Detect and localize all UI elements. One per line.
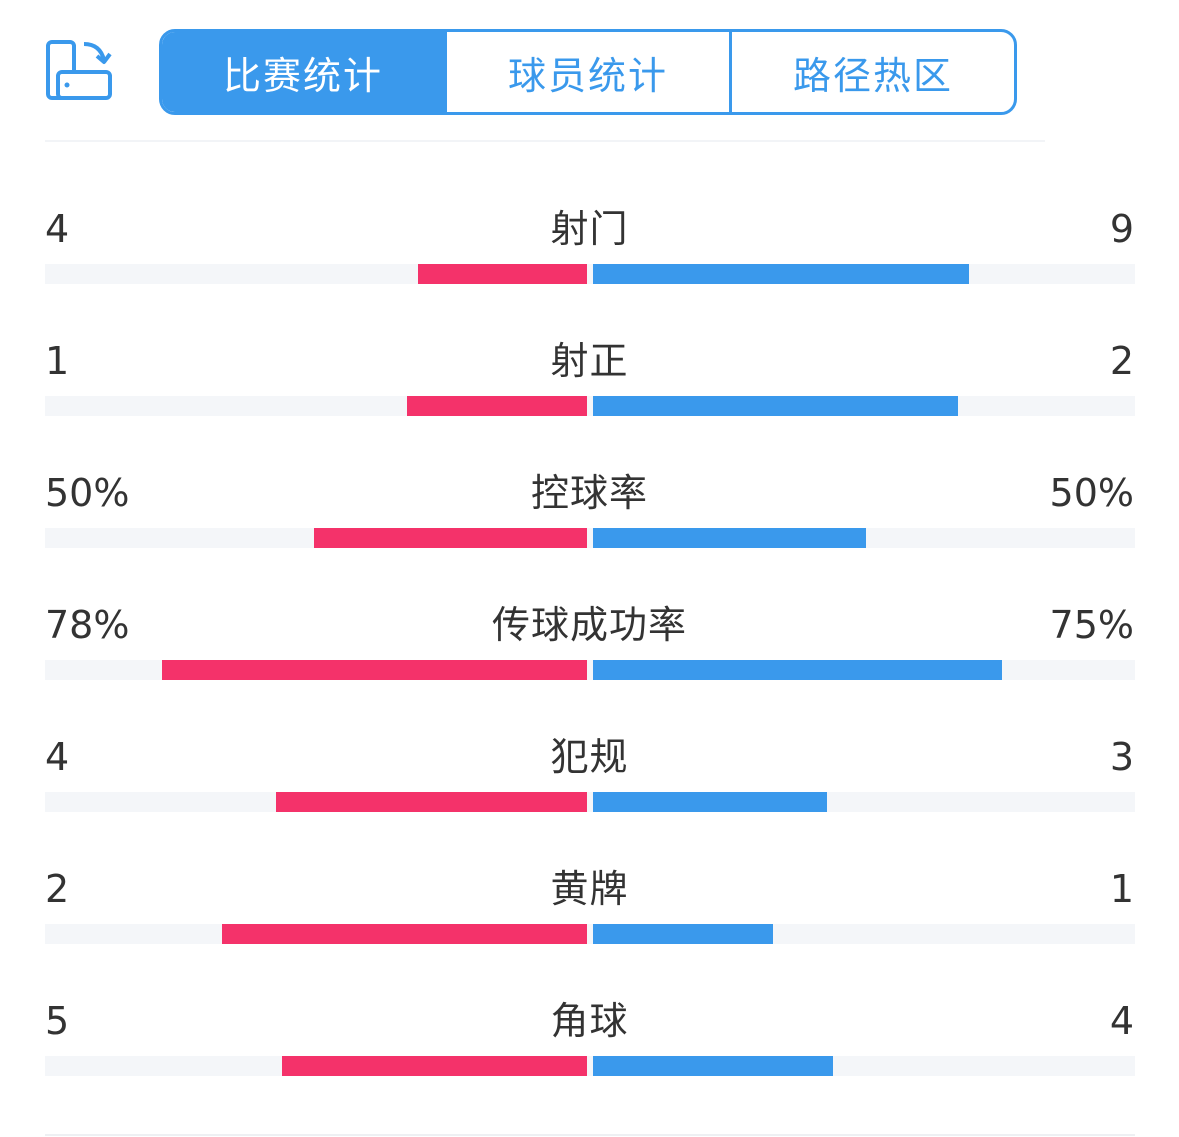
away-stat-bar (593, 792, 827, 812)
stat-label: 犯规 (550, 735, 629, 779)
stat-bar-track (45, 924, 1135, 944)
stat-bar-track (45, 396, 1135, 416)
home-value: 78% (45, 603, 130, 647)
away-stat-bar (593, 528, 866, 548)
away-value: 9 (1109, 207, 1134, 251)
tab-heat-map[interactable]: 路径热区 (729, 32, 1014, 112)
stat-row: 2 黄牌 1 (0, 866, 1179, 998)
home-stat-bar (162, 660, 587, 680)
stat-bar-track (45, 1056, 1135, 1076)
away-stat-bar (593, 924, 773, 944)
home-value: 50% (45, 471, 130, 515)
away-value: 2 (1109, 339, 1134, 383)
stat-label: 射门 (550, 207, 629, 251)
screen-rotate-icon[interactable] (42, 34, 118, 110)
stat-label: 角球 (550, 999, 629, 1043)
away-value: 1 (1109, 867, 1134, 911)
home-value: 4 (45, 207, 70, 251)
stat-label: 射正 (550, 339, 629, 383)
home-stat-bar (314, 528, 587, 548)
home-value: 4 (45, 735, 70, 779)
away-stat-bar (593, 1056, 833, 1076)
stat-row: 4 犯规 3 (0, 734, 1179, 866)
away-value: 50% (1049, 471, 1134, 515)
tab-match-stats[interactable]: 比赛统计 (162, 32, 444, 112)
stat-label: 传球成功率 (491, 603, 687, 647)
home-value: 1 (45, 339, 70, 383)
header: 比赛统计 球员统计 路径热区 (0, 0, 1179, 150)
away-stat-bar (593, 264, 969, 284)
stat-label: 控球率 (530, 471, 648, 515)
stat-row: 50% 控球率 50% (0, 470, 1179, 602)
stat-row: 5 角球 4 (0, 998, 1179, 1130)
stat-label: 黄牌 (550, 867, 629, 911)
home-value: 5 (45, 999, 70, 1043)
home-stat-bar (282, 1056, 587, 1076)
home-stat-bar (276, 792, 587, 812)
away-value: 3 (1109, 735, 1134, 779)
divider (45, 140, 1045, 142)
tab-player-stats[interactable]: 球员统计 (444, 32, 729, 112)
stat-row: 1 射正 2 (0, 338, 1179, 470)
home-stat-bar (418, 264, 587, 284)
away-stat-bar (593, 396, 958, 416)
stat-row: 4 射门 9 (0, 206, 1179, 338)
divider (45, 1134, 1135, 1136)
stat-bar-track (45, 792, 1135, 812)
away-value: 75% (1049, 603, 1134, 647)
home-stat-bar (407, 396, 587, 416)
away-value: 4 (1109, 999, 1134, 1043)
stat-row: 78% 传球成功率 75% (0, 602, 1179, 734)
stat-bar-track (45, 264, 1135, 284)
home-value: 2 (45, 867, 70, 911)
tab-bar: 比赛统计 球员统计 路径热区 (159, 29, 1017, 115)
home-stat-bar (222, 924, 587, 944)
away-stat-bar (593, 660, 1002, 680)
stat-bar-track (45, 528, 1135, 548)
